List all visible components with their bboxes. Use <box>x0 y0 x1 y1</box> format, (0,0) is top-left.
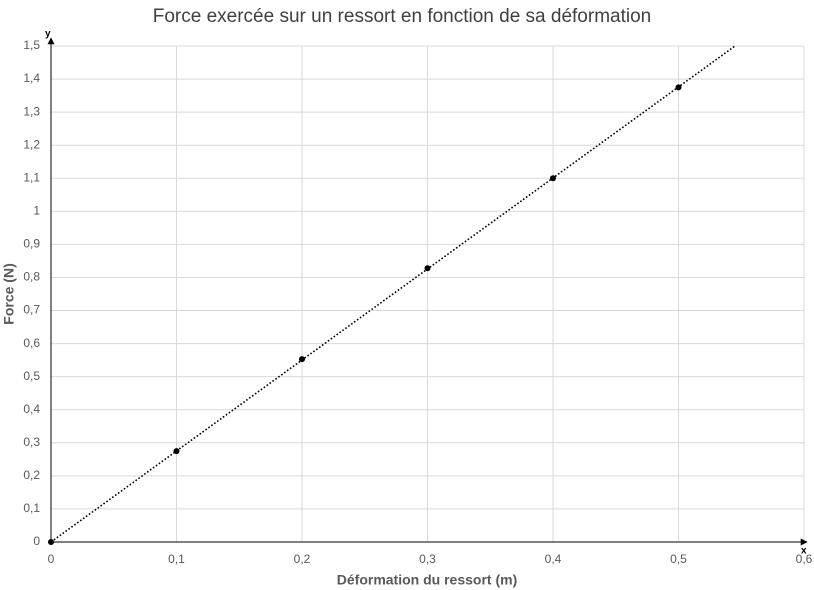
y-tick-label: 0 <box>33 534 40 548</box>
y-tick-label: 1,1 <box>23 170 40 184</box>
y-tick-label: 0,7 <box>23 303 40 317</box>
y-tick-label: 1,5 <box>23 38 40 52</box>
y-tick-label: 1,4 <box>23 71 40 85</box>
y-tick-label: 0,9 <box>23 237 40 251</box>
chart-title: Force exercée sur un ressort en fonction… <box>153 6 651 27</box>
y-tick-label: 0,3 <box>23 435 40 449</box>
x-tick-label: 0,5 <box>670 552 687 566</box>
data-point <box>299 356 305 363</box>
x-tick-label: 0,1 <box>168 552 185 566</box>
y-tick-label: 0,8 <box>23 270 40 284</box>
data-point <box>48 539 54 545</box>
y-axis-label: Force (N) <box>1 263 17 324</box>
x-tick-label: 0,4 <box>545 552 562 566</box>
x-tick-label: 0,3 <box>419 552 436 566</box>
y-axis-letter: y <box>45 29 51 40</box>
x-axis-letter: x <box>801 546 807 557</box>
x-tick-label: 0,6 <box>796 552 813 566</box>
x-tick-label: 0,2 <box>294 552 311 566</box>
y-tick-label: 0,6 <box>23 336 40 350</box>
data-point <box>173 448 180 455</box>
x-axis-label: Déformation du ressort (m) <box>337 572 517 588</box>
y-tick-label: 0,2 <box>23 468 40 482</box>
y-tick-label: 1,3 <box>23 104 40 118</box>
data-point <box>424 265 431 272</box>
data-point <box>675 84 682 91</box>
x-tick-label: 0 <box>48 552 55 566</box>
y-tick-label: 1,2 <box>23 137 40 151</box>
data-point <box>550 175 556 182</box>
y-tick-label: 0,4 <box>23 402 40 416</box>
y-tick-label: 1 <box>33 204 40 218</box>
trendline <box>51 46 736 542</box>
y-tick-label: 0,5 <box>23 369 40 383</box>
y-tick-label: 0,1 <box>23 501 40 515</box>
